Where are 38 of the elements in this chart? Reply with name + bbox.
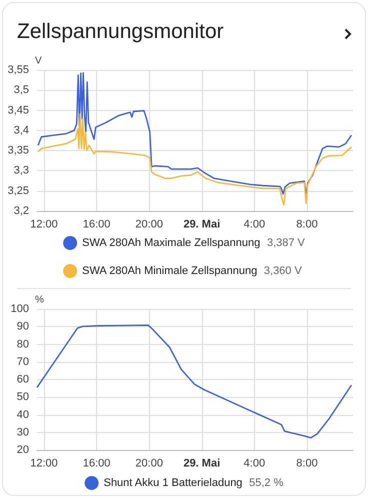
y-tick-label: 40	[16, 408, 29, 421]
x-tick-label: 20:00	[135, 218, 163, 230]
x-tick-label: 8:00	[296, 218, 318, 230]
x-tick-label: 20:00	[135, 458, 163, 470]
y-tick-label: 3,45	[8, 104, 29, 116]
legend-label: SWA 280Ah Maximale Zellspannung	[82, 237, 266, 249]
x-tick-label: 4:00	[244, 218, 266, 230]
y-tick-label: 80	[16, 338, 29, 350]
x-tick-label: 16:00	[82, 458, 110, 470]
y-tick-label: 20	[16, 444, 29, 456]
y-tick-label: 30	[16, 426, 29, 438]
y-tick-label: 100	[10, 303, 29, 315]
x-tick-label: 29. Mai	[183, 458, 220, 470]
x-tick-label: 12:00	[30, 458, 58, 470]
y-axis-title: %	[35, 294, 44, 306]
x-tick-label: 8:00	[296, 458, 318, 470]
text: 3,387 V	[266, 237, 306, 249]
legend-label: SWA 280Ah Minimale Zellspannung	[82, 265, 264, 277]
text: 55,2 %	[249, 477, 284, 489]
chart-title: Zellspannungsmonitor	[17, 20, 224, 44]
x-tick-label: 16:00	[82, 218, 110, 230]
text: 3,360 V	[264, 265, 302, 277]
y-tick-label: 60	[16, 374, 29, 386]
y-tick-label: 70	[16, 356, 29, 368]
x-tick-label: 4:00	[244, 458, 266, 470]
y-axis-title: V	[35, 56, 42, 66]
y-tick-label: 3,55	[8, 64, 29, 76]
legend-label: Shunt Akku 1 Batterieladung	[104, 477, 249, 489]
x-tick-label: 12:00	[30, 218, 58, 230]
y-tick-label: 3,2	[14, 205, 29, 217]
y-tick-label: 3,5	[14, 84, 29, 96]
y-tick-label: 3,25	[8, 184, 29, 197]
x-tick-label: 29. Mai	[183, 218, 220, 230]
y-tick-label: 3,3	[14, 164, 29, 177]
y-tick-label: 3,4	[14, 124, 29, 136]
y-tick-label: 50	[16, 391, 29, 404]
y-tick-label: 90	[16, 320, 29, 333]
y-tick-label: 3,35	[8, 144, 29, 157]
